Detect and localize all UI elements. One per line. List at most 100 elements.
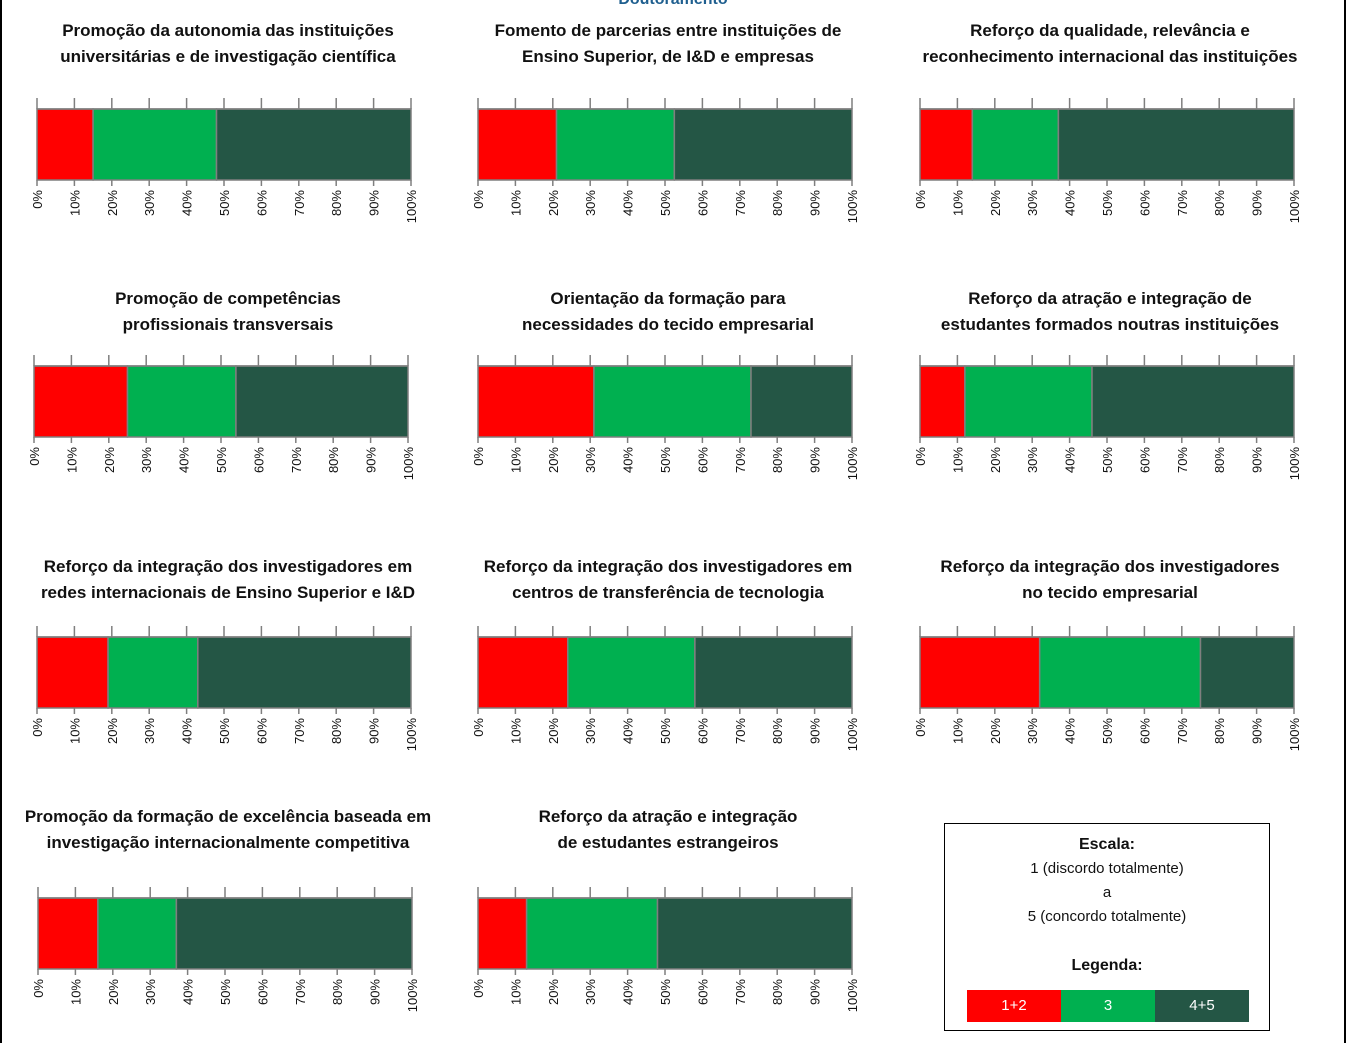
tick-label: 30% bbox=[139, 447, 154, 473]
chart-title-line: universitárias e de investigação científ… bbox=[60, 47, 396, 66]
chart-title: Promoção de competências profissionais tr… bbox=[0, 286, 463, 338]
tick-label: 100% bbox=[1287, 447, 1302, 481]
tick-label: 50% bbox=[217, 718, 232, 744]
tick-label: 0% bbox=[913, 447, 928, 466]
tick-label: 80% bbox=[330, 979, 345, 1005]
tick-label: 0% bbox=[27, 447, 42, 466]
tick-label: 60% bbox=[251, 447, 266, 473]
tick-label: 80% bbox=[770, 718, 785, 744]
legend-title: Legenda: bbox=[1071, 957, 1143, 974]
tick-label: 90% bbox=[808, 979, 823, 1005]
tick-label: 10% bbox=[64, 447, 79, 473]
tick-label: 100% bbox=[845, 190, 860, 224]
tick-label: 20% bbox=[546, 190, 561, 216]
segment-3 bbox=[971, 108, 1060, 181]
scale-title: Escala: bbox=[1078, 836, 1136, 853]
tick-label: 30% bbox=[583, 447, 598, 473]
tick-label: 50% bbox=[218, 979, 233, 1005]
chart-title: Reforço da atração e integração de estuda… bbox=[875, 286, 1345, 338]
tick-label: 70% bbox=[292, 718, 307, 744]
chart-title-line: Reforço da integração dos investigadores… bbox=[483, 557, 853, 576]
tick-label: 10% bbox=[508, 979, 523, 1005]
chart-title-line: Promoção da autonomia das instituições bbox=[62, 21, 394, 40]
chart-title-line: Promoção de competências bbox=[115, 289, 341, 308]
tick-label: 70% bbox=[289, 447, 304, 473]
tick-label: 80% bbox=[770, 190, 785, 216]
tick-label: 70% bbox=[733, 190, 748, 216]
tick-label: 30% bbox=[1025, 718, 1040, 744]
tick-label: 10% bbox=[950, 447, 965, 473]
tick-label: 60% bbox=[254, 718, 269, 744]
tick-label: 50% bbox=[217, 190, 232, 216]
tick-label: 70% bbox=[293, 979, 308, 1005]
tick-label: 40% bbox=[181, 979, 196, 1005]
segment-4-5 bbox=[1199, 636, 1295, 709]
tick-label: 0% bbox=[471, 190, 486, 209]
chart-title-line: profissionais transversais bbox=[122, 315, 334, 334]
tick-label: 50% bbox=[1100, 447, 1115, 473]
tick-label: 80% bbox=[326, 447, 341, 473]
chart-title: Reforço da integração dos investigadores… bbox=[875, 554, 1345, 606]
tick-label: 40% bbox=[177, 447, 192, 473]
tick-label: 90% bbox=[1250, 718, 1265, 744]
chart-title-line: reconhecimento internacional das institu… bbox=[922, 47, 1298, 66]
tick-label: 20% bbox=[988, 447, 1003, 473]
tick-label: 80% bbox=[1212, 190, 1227, 216]
tick-label: 50% bbox=[658, 447, 673, 473]
tick-label: 10% bbox=[68, 979, 83, 1005]
tick-label: 20% bbox=[988, 718, 1003, 744]
chart-title: Fomento de parcerias entre instituições … bbox=[433, 18, 903, 70]
tick-label: 100% bbox=[401, 447, 416, 481]
chart-title-line: redes internacionais de Ensino Superior … bbox=[40, 583, 416, 602]
chart-title-line: necessidades do tecido empresarial bbox=[522, 315, 814, 334]
tick-label: 10% bbox=[508, 447, 523, 473]
tick-label: 40% bbox=[180, 718, 195, 744]
tick-label: 40% bbox=[1063, 718, 1078, 744]
tick-label: 60% bbox=[1137, 447, 1152, 473]
chart-title-line: Fomento de parcerias entre instituições … bbox=[494, 21, 842, 40]
chart-title: Reforço da qualidade, relevância e reconh… bbox=[875, 18, 1345, 70]
segment-4-5 bbox=[1091, 365, 1295, 438]
tick-label: 70% bbox=[733, 718, 748, 744]
tick-label: 60% bbox=[695, 447, 710, 473]
chart-title-line: Orientação da formação para bbox=[550, 289, 786, 308]
chart-title-line: Reforço da integração dos investigadores bbox=[940, 557, 1280, 576]
tick-label: 10% bbox=[508, 718, 523, 744]
tick-label: 50% bbox=[214, 447, 229, 473]
tick-label: 0% bbox=[913, 718, 928, 737]
tick-label: 100% bbox=[404, 190, 419, 224]
segment-3 bbox=[567, 636, 696, 709]
tick-label: 90% bbox=[808, 718, 823, 744]
chart-title: Promoção da autonomia das instituições un… bbox=[0, 18, 463, 70]
tick-label: 50% bbox=[658, 718, 673, 744]
chart-title-line: no tecido empresarial bbox=[1022, 583, 1198, 602]
tick-label: 30% bbox=[583, 979, 598, 1005]
tick-label: 10% bbox=[950, 718, 965, 744]
tick-label: 90% bbox=[368, 979, 383, 1005]
tick-label: 20% bbox=[106, 979, 121, 1005]
tick-label: 60% bbox=[695, 718, 710, 744]
tick-label: 20% bbox=[105, 190, 120, 216]
chart-title-line: Promoção da formação de excelência basea… bbox=[24, 807, 432, 826]
tick-label: 30% bbox=[1025, 447, 1040, 473]
tick-label: 30% bbox=[143, 979, 158, 1005]
tick-label: 30% bbox=[142, 718, 157, 744]
tick-label: 90% bbox=[367, 190, 382, 216]
tick-label: 0% bbox=[471, 447, 486, 466]
tick-label: 40% bbox=[180, 190, 195, 216]
tick-label: 100% bbox=[404, 718, 419, 752]
tick-label: 100% bbox=[845, 447, 860, 481]
tick-label: 60% bbox=[255, 979, 270, 1005]
segment-3 bbox=[593, 365, 752, 438]
tick-label: 80% bbox=[329, 190, 344, 216]
segment-4-5 bbox=[1057, 108, 1295, 181]
tick-label: 100% bbox=[405, 979, 420, 1013]
chart-title-line: Reforço da qualidade, relevância e bbox=[970, 21, 1250, 40]
tick-label: 10% bbox=[508, 190, 523, 216]
scale-line-3: 5 (concordo totalmente) bbox=[1027, 908, 1187, 925]
